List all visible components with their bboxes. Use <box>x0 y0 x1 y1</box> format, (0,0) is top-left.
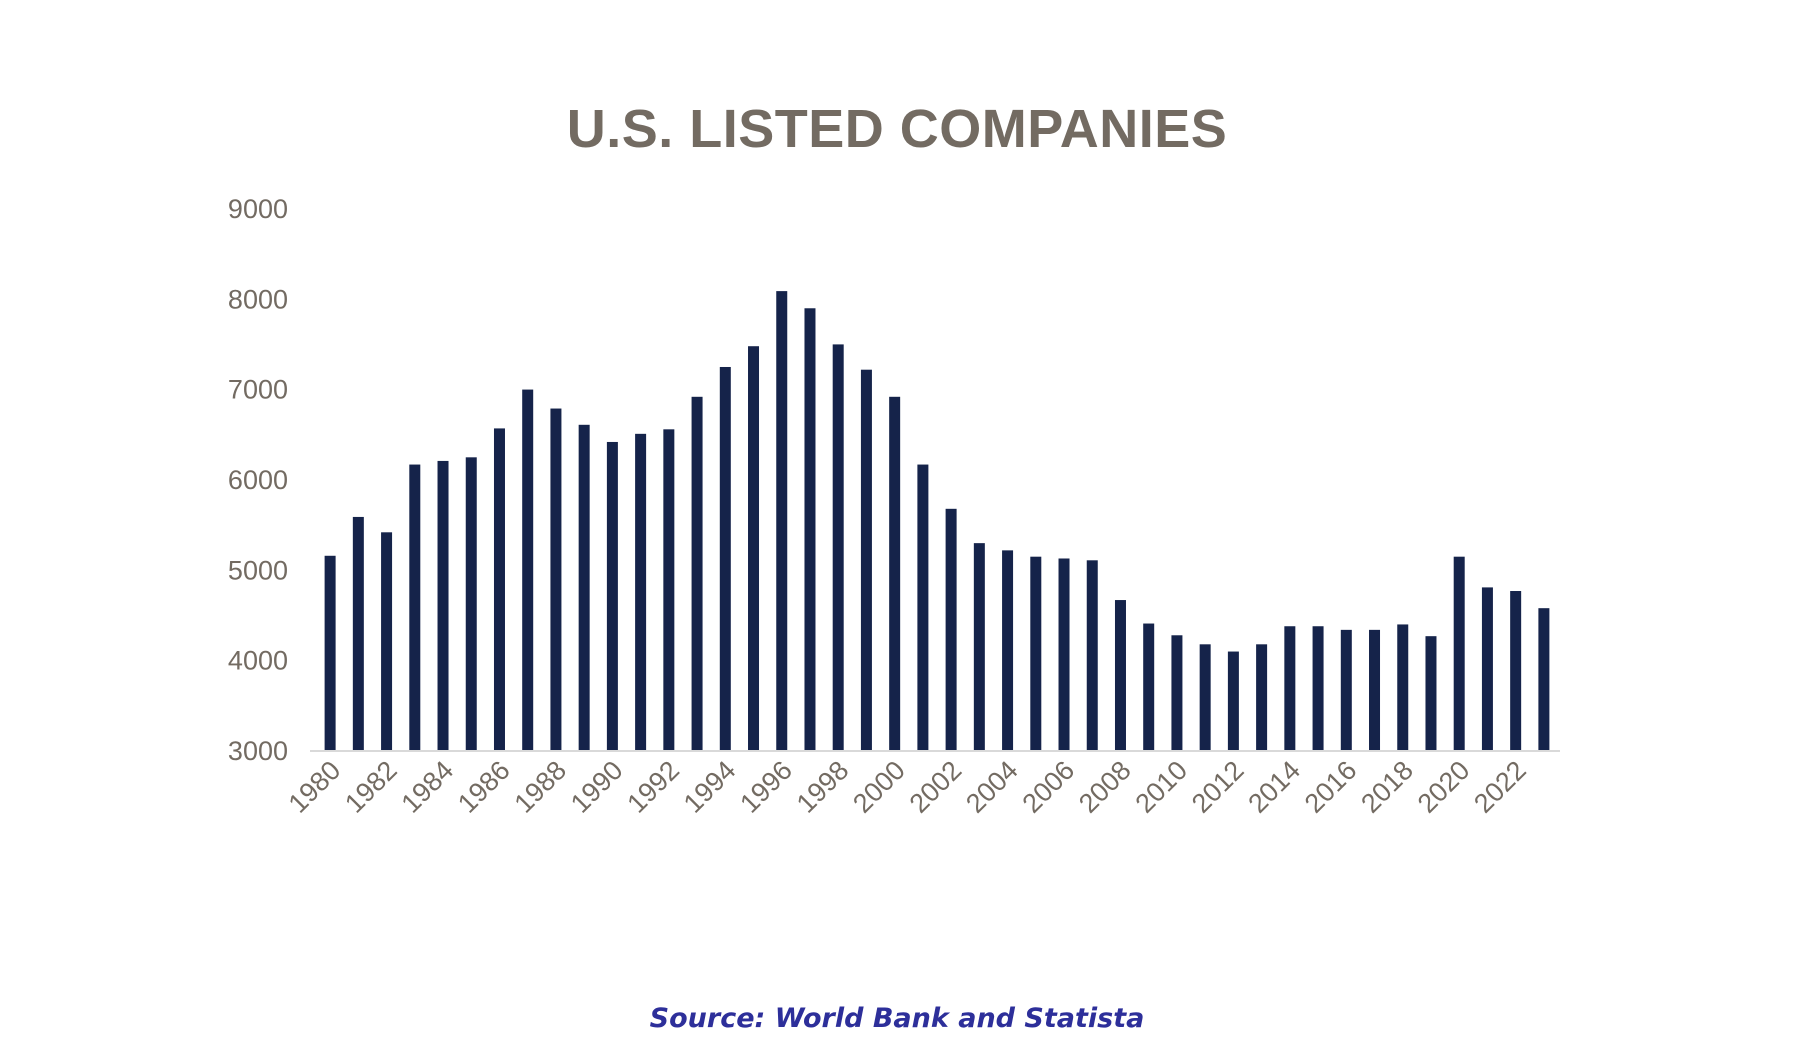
y-tick-label: 3000 <box>228 736 288 766</box>
y-tick-label: 9000 <box>228 194 288 224</box>
bar-2002 <box>945 508 957 750</box>
bar-2010 <box>1171 635 1183 750</box>
bar-1995 <box>748 346 760 750</box>
bar-2001 <box>917 464 929 750</box>
bar-1983 <box>409 464 421 750</box>
bar-2021 <box>1481 587 1493 750</box>
x-tick-label: 1996 <box>734 755 798 819</box>
x-tick-label: 2004 <box>960 755 1024 819</box>
bar-1982 <box>381 532 393 750</box>
bar-1986 <box>493 428 505 750</box>
bar-2000 <box>889 396 901 750</box>
bar-1987 <box>522 389 534 750</box>
bar-2009 <box>1143 623 1155 750</box>
x-tick-label: 2020 <box>1412 755 1476 819</box>
x-axis: 1980198219841986198819901992199419961998… <box>283 755 1532 819</box>
x-tick-label: 2022 <box>1468 755 1532 819</box>
bar-2020 <box>1453 556 1465 750</box>
bar-2007 <box>1086 560 1098 750</box>
source-note: Source: World Bank and Statista <box>649 1003 1145 1034</box>
y-tick-label: 7000 <box>228 375 288 405</box>
bar-2016 <box>1340 629 1352 750</box>
x-tick-label: 2018 <box>1355 755 1419 819</box>
x-tick-label: 2010 <box>1129 755 1193 819</box>
bar-1992 <box>663 429 675 750</box>
x-tick-label: 1990 <box>565 755 629 819</box>
bar-1984 <box>437 460 449 750</box>
x-tick-label: 2002 <box>904 755 968 819</box>
y-tick-label: 6000 <box>228 465 288 495</box>
bar-2005 <box>1030 556 1042 750</box>
bar-1998 <box>832 344 844 750</box>
x-tick-label: 2006 <box>1017 755 1081 819</box>
bar-2013 <box>1256 644 1268 750</box>
bar-1993 <box>691 396 703 750</box>
x-tick-label: 1994 <box>678 755 742 819</box>
x-tick-label: 1988 <box>508 755 572 819</box>
bar-1980 <box>324 555 336 750</box>
bar-2015 <box>1312 626 1324 750</box>
bar-2018 <box>1397 624 1409 750</box>
bar-2004 <box>1002 550 1014 750</box>
bar-2011 <box>1199 644 1211 750</box>
bar-1990 <box>606 441 618 750</box>
x-tick-label: 2016 <box>1299 755 1363 819</box>
x-tick-label: 2008 <box>1073 755 1137 819</box>
x-tick-label: 1984 <box>396 755 460 819</box>
bar-series <box>324 291 1550 750</box>
x-tick-label: 2014 <box>1242 755 1306 819</box>
bar-1988 <box>550 408 562 750</box>
x-tick-label: 1992 <box>621 755 685 819</box>
bar-2003 <box>973 543 985 750</box>
bar-2006 <box>1058 558 1070 750</box>
bar-1991 <box>635 433 647 750</box>
x-tick-label: 1998 <box>791 755 855 819</box>
x-tick-label: 1980 <box>283 755 347 819</box>
y-tick-label: 8000 <box>228 284 288 314</box>
bar-2022 <box>1510 591 1522 750</box>
bar-2012 <box>1227 651 1239 750</box>
y-tick-label: 5000 <box>228 555 288 585</box>
bar-2014 <box>1284 626 1296 750</box>
bar-1981 <box>352 516 364 750</box>
bar-2008 <box>1114 600 1126 750</box>
bar-1996 <box>776 291 788 750</box>
bar-1989 <box>578 424 590 750</box>
chart-title: U.S. LISTED COMPANIES <box>566 99 1228 159</box>
y-tick-label: 4000 <box>228 646 288 676</box>
bar-1994 <box>719 366 731 750</box>
bar-1999 <box>860 369 872 750</box>
x-tick-label: 2000 <box>847 755 911 819</box>
y-axis: 3000 4000 5000 6000 7000 8000 9000 <box>228 194 288 766</box>
bar-2023 <box>1538 608 1550 750</box>
x-tick-label: 1982 <box>339 755 403 819</box>
x-tick-label: 2012 <box>1186 755 1250 819</box>
bar-2019 <box>1425 636 1437 750</box>
bar-1997 <box>804 308 816 750</box>
bar-2017 <box>1369 629 1381 750</box>
x-tick-label: 1986 <box>452 755 516 819</box>
bar-1985 <box>465 457 477 750</box>
